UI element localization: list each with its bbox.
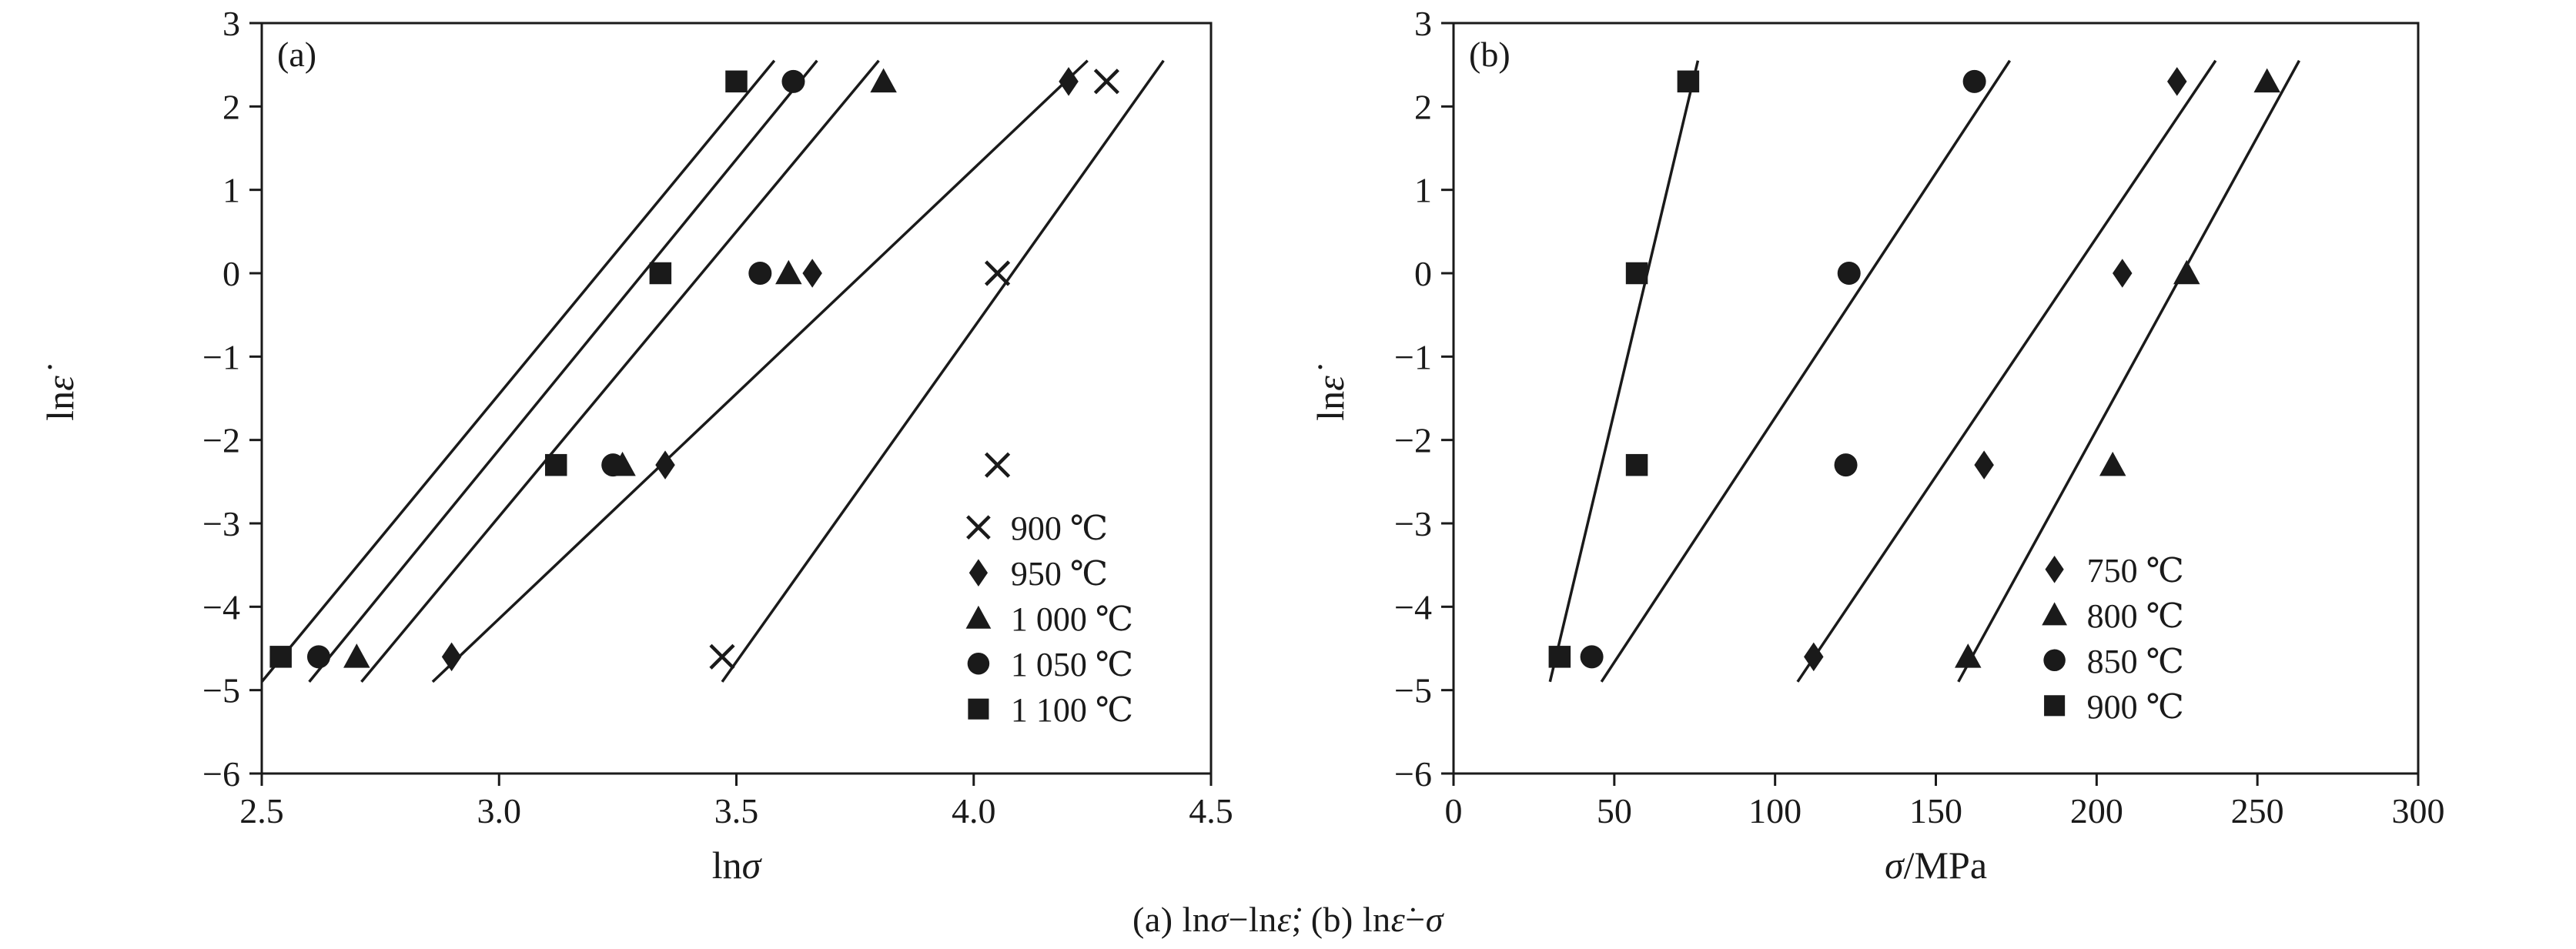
svg-text:0: 0 xyxy=(1414,254,1432,293)
svg-text:0: 0 xyxy=(1445,791,1463,830)
svg-text:−5: −5 xyxy=(1394,671,1432,710)
svg-text:150: 150 xyxy=(1909,791,1962,830)
svg-text:σ/MPa: σ/MPa xyxy=(1885,844,1987,887)
svg-text:850 ℃: 850 ℃ xyxy=(2087,643,2184,680)
svg-text:100: 100 xyxy=(1748,791,1802,830)
svg-text:−1: −1 xyxy=(202,337,240,376)
svg-text:900 ℃: 900 ℃ xyxy=(2087,688,2184,726)
svg-text:2: 2 xyxy=(222,87,240,126)
svg-text:lnσ: lnσ xyxy=(712,844,763,887)
svg-text:4.0: 4.0 xyxy=(952,791,996,830)
svg-text:900 ℃: 900 ℃ xyxy=(1011,510,1108,547)
svg-text:0: 0 xyxy=(222,254,240,293)
svg-text:(b): (b) xyxy=(1469,35,1510,74)
svg-text:−5: −5 xyxy=(202,671,240,710)
svg-text:4.5: 4.5 xyxy=(1189,791,1233,830)
svg-text:1 050 ℃: 1 050 ℃ xyxy=(1011,646,1133,683)
svg-text:3: 3 xyxy=(222,4,240,43)
svg-text:1 000 ℃: 1 000 ℃ xyxy=(1011,600,1133,638)
svg-text:2: 2 xyxy=(1414,87,1432,126)
figure-caption: (a) ln σ −ln ε̇; (b) ln ε̇ − σ xyxy=(1132,899,1444,939)
panel-a-plot: 2.5 3.0 3.5 4.0 4.5 3 2 1 0 −1 −2 −3 −4 −5 −6 (a) lnσ lnε… xyxy=(38,4,1233,887)
svg-text:(a): (a) xyxy=(277,35,316,74)
svg-text:950 ℃: 950 ℃ xyxy=(1011,555,1108,593)
svg-text:−1: −1 xyxy=(1394,337,1432,376)
svg-text:1: 1 xyxy=(1414,171,1432,210)
svg-text:3.0: 3.0 xyxy=(477,791,522,830)
svg-text:3: 3 xyxy=(1414,4,1432,43)
chart-panel-b: 0 50 100 150 200 250 300 3 2 1 0 −1 −2 −3 −4 −5 −6 (b) σ/M… xyxy=(1288,0,2576,889)
svg-text:50: 50 xyxy=(1597,791,1632,830)
svg-text:−3: −3 xyxy=(202,504,240,543)
svg-text:750 ℃: 750 ℃ xyxy=(2087,552,2184,590)
svg-text:−4: −4 xyxy=(1394,587,1432,627)
svg-text:2.5: 2.5 xyxy=(239,791,284,830)
panel-b-plot: 0 50 100 150 200 250 300 3 2 1 0 −1 −2 −3 −4 −5 −6 (b) σ/M… xyxy=(1309,4,2445,887)
svg-text:−6: −6 xyxy=(1394,754,1432,794)
svg-text:200: 200 xyxy=(2070,791,2123,830)
svg-text:−3: −3 xyxy=(1394,504,1432,543)
svg-text:3.5: 3.5 xyxy=(714,791,759,830)
charts-row: 2.5 3.0 3.5 4.0 4.5 3 2 1 0 −1 −2 −3 −4 −5 −6 (a) lnσ lnε… xyxy=(0,0,2576,889)
svg-text:lnε̇: lnε̇ xyxy=(1309,364,1352,421)
svg-text:−2: −2 xyxy=(202,421,240,460)
svg-text:1 100 ℃: 1 100 ℃ xyxy=(1011,691,1133,729)
svg-text:−4: −4 xyxy=(202,587,240,627)
svg-text:−2: −2 xyxy=(1394,421,1432,460)
svg-text:300: 300 xyxy=(2392,791,2445,830)
svg-text:1: 1 xyxy=(222,171,240,210)
chart-panel-a: 2.5 3.0 3.5 4.0 4.5 3 2 1 0 −1 −2 −3 −4 −5 −6 (a) lnσ lnε… xyxy=(0,0,1288,889)
svg-text:800 ℃: 800 ℃ xyxy=(2087,597,2184,635)
svg-text:lnε̇: lnε̇ xyxy=(38,364,82,421)
svg-text:250: 250 xyxy=(2231,791,2284,830)
svg-text:−6: −6 xyxy=(202,754,240,794)
